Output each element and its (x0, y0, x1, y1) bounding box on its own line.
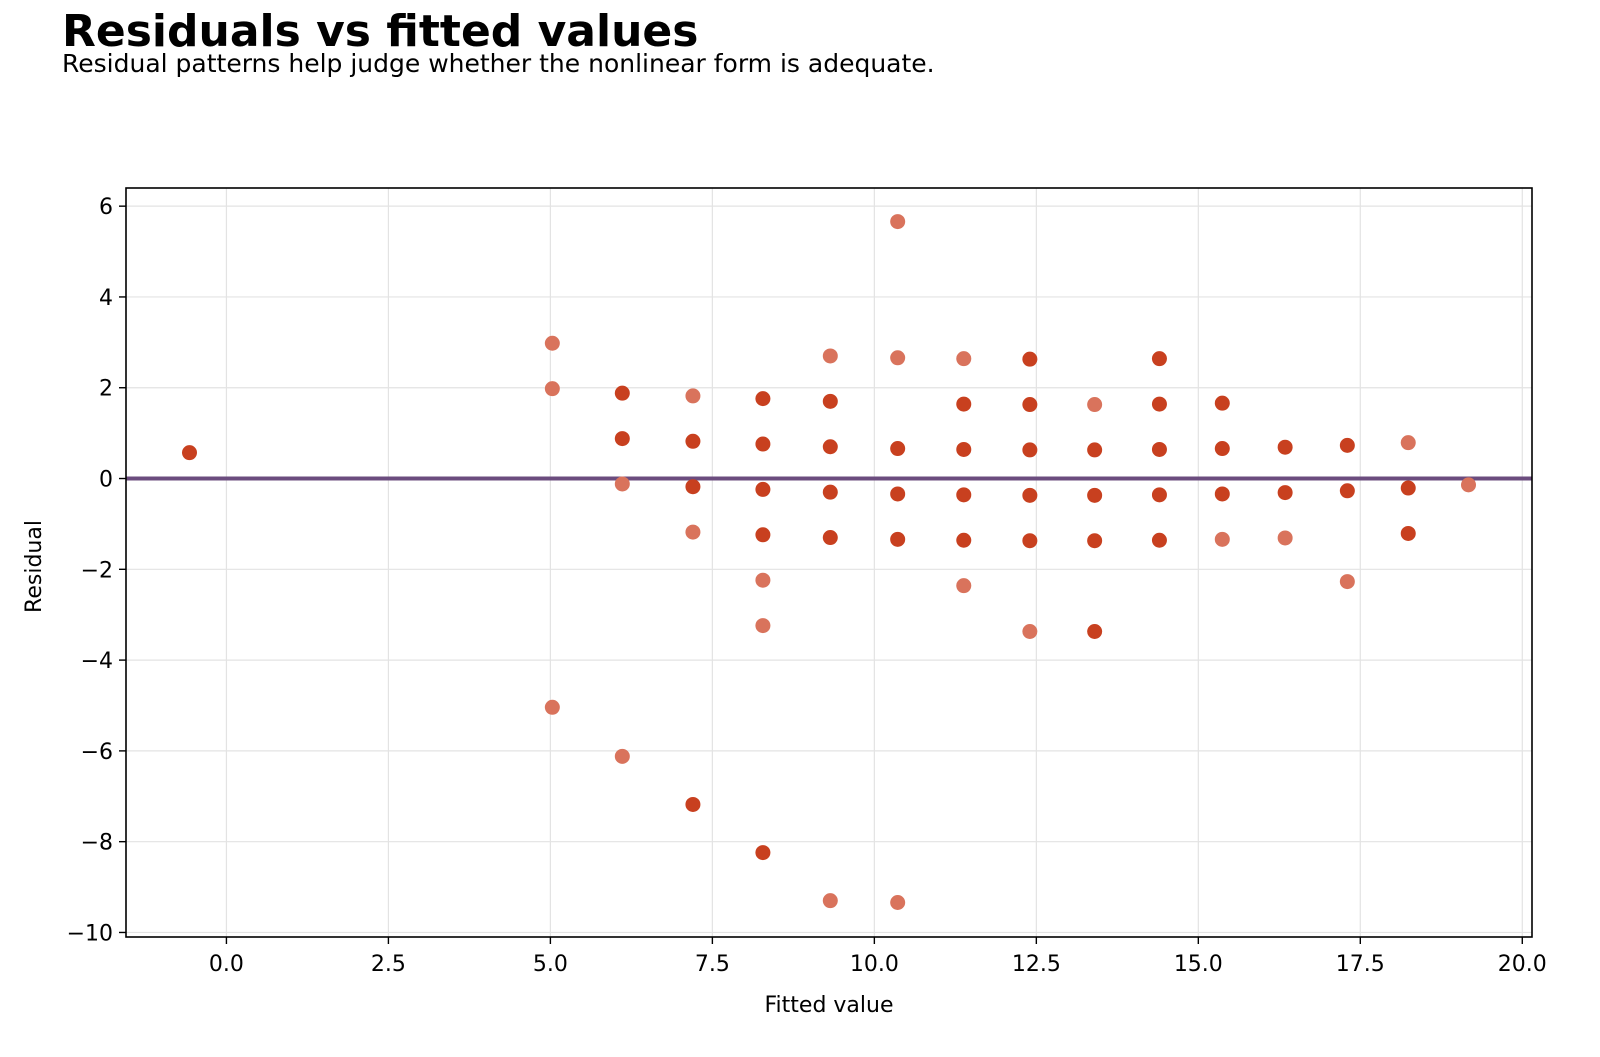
data-point (1277, 439, 1293, 455)
outlier-point (1022, 623, 1038, 639)
x-tick-label: 5.0 (533, 952, 568, 977)
x-tick-label: 7.5 (695, 952, 730, 977)
outlier-point (822, 348, 838, 364)
outlier-point (614, 476, 630, 492)
outlier-point (890, 895, 906, 911)
data-point (755, 436, 771, 452)
outlier-point (890, 214, 906, 230)
outlier-point (755, 572, 771, 588)
data-point (1151, 441, 1167, 457)
y-tick-label: −8 (81, 831, 113, 856)
x-tick-label: 15.0 (1174, 952, 1223, 977)
data-point (822, 484, 838, 500)
data-point (956, 441, 972, 457)
data-point (1214, 486, 1230, 502)
data-point (1339, 483, 1355, 499)
data-point (1400, 525, 1416, 541)
outlier-point (685, 524, 701, 540)
data-point (755, 481, 771, 497)
outlier-point (1339, 574, 1355, 590)
y-tick-label: 4 (99, 286, 113, 311)
data-point (755, 845, 771, 861)
y-axis-label: Residual (22, 520, 47, 613)
outlier-point (1277, 530, 1293, 546)
y-tick-label: −6 (81, 740, 113, 765)
data-point (1022, 442, 1038, 458)
data-point (1214, 441, 1230, 457)
data-point (890, 486, 906, 502)
data-points (181, 214, 1477, 911)
outlier-point (1461, 477, 1477, 493)
plot-frame (125, 187, 1533, 938)
data-point (822, 393, 838, 409)
x-tick-label: 20.0 (1498, 952, 1547, 977)
data-point (1022, 487, 1038, 503)
y-tick-label: −10 (67, 921, 113, 946)
data-point (614, 385, 630, 401)
outlier-point (544, 699, 560, 715)
data-point (956, 532, 972, 548)
data-point (956, 487, 972, 503)
outlier-point (1400, 435, 1416, 451)
data-point (822, 530, 838, 546)
outlier-point (755, 618, 771, 634)
x-tick-label: 12.5 (1012, 952, 1061, 977)
data-point (1151, 487, 1167, 503)
data-point (181, 445, 197, 461)
outlier-point (1214, 531, 1230, 547)
data-point (755, 391, 771, 407)
outlier-point (890, 350, 906, 366)
data-point (1151, 396, 1167, 412)
outlier-point (822, 893, 838, 909)
data-point (1400, 480, 1416, 496)
outlier-point (685, 388, 701, 404)
x-axis-label: Fitted value (764, 993, 893, 1018)
x-tick-label: 0.0 (209, 952, 244, 977)
data-point (1087, 533, 1103, 549)
data-point (755, 527, 771, 543)
outlier-point (956, 578, 972, 594)
data-point (1214, 395, 1230, 411)
x-tick-label: 2.5 (371, 952, 406, 977)
data-point (890, 441, 906, 457)
x-axis-ticks: 0.0 2.5 5.0 7.5 10.0 12.5 15.0 17.5 20.0 (209, 937, 1547, 977)
data-point (1087, 487, 1103, 503)
y-tick-label: 6 (99, 195, 113, 220)
data-point (1151, 532, 1167, 548)
outlier-point (544, 335, 560, 351)
outlier-point (614, 748, 630, 764)
data-point (685, 796, 701, 812)
y-tick-label: −4 (81, 649, 113, 674)
data-point (1087, 623, 1103, 639)
data-point (1277, 485, 1293, 501)
data-point (1339, 437, 1355, 453)
data-point (685, 479, 701, 495)
data-point (956, 396, 972, 412)
y-tick-label: 2 (99, 377, 113, 402)
data-point (685, 433, 701, 449)
data-point (1087, 442, 1103, 458)
x-tick-label: 17.5 (1336, 952, 1385, 977)
data-point (890, 531, 906, 547)
grid-lines (126, 188, 1532, 937)
data-point (614, 431, 630, 447)
y-axis-ticks: 6 4 2 0 −2 −4 −6 −8 −10 (67, 195, 126, 946)
chart-title: Residuals vs fitted values (62, 6, 699, 57)
y-tick-label: 0 (99, 468, 113, 493)
chart-subtitle: Residual patterns help judge whether the… (62, 49, 935, 78)
outlier-point (956, 351, 972, 367)
outlier-point (1087, 397, 1103, 413)
data-point (1022, 533, 1038, 549)
data-point (1022, 351, 1038, 367)
outlier-point (544, 381, 560, 397)
x-tick-label: 10.0 (850, 952, 899, 977)
data-point (1022, 397, 1038, 413)
data-point (822, 439, 838, 455)
data-point (1151, 351, 1167, 367)
y-tick-label: −2 (81, 558, 113, 583)
